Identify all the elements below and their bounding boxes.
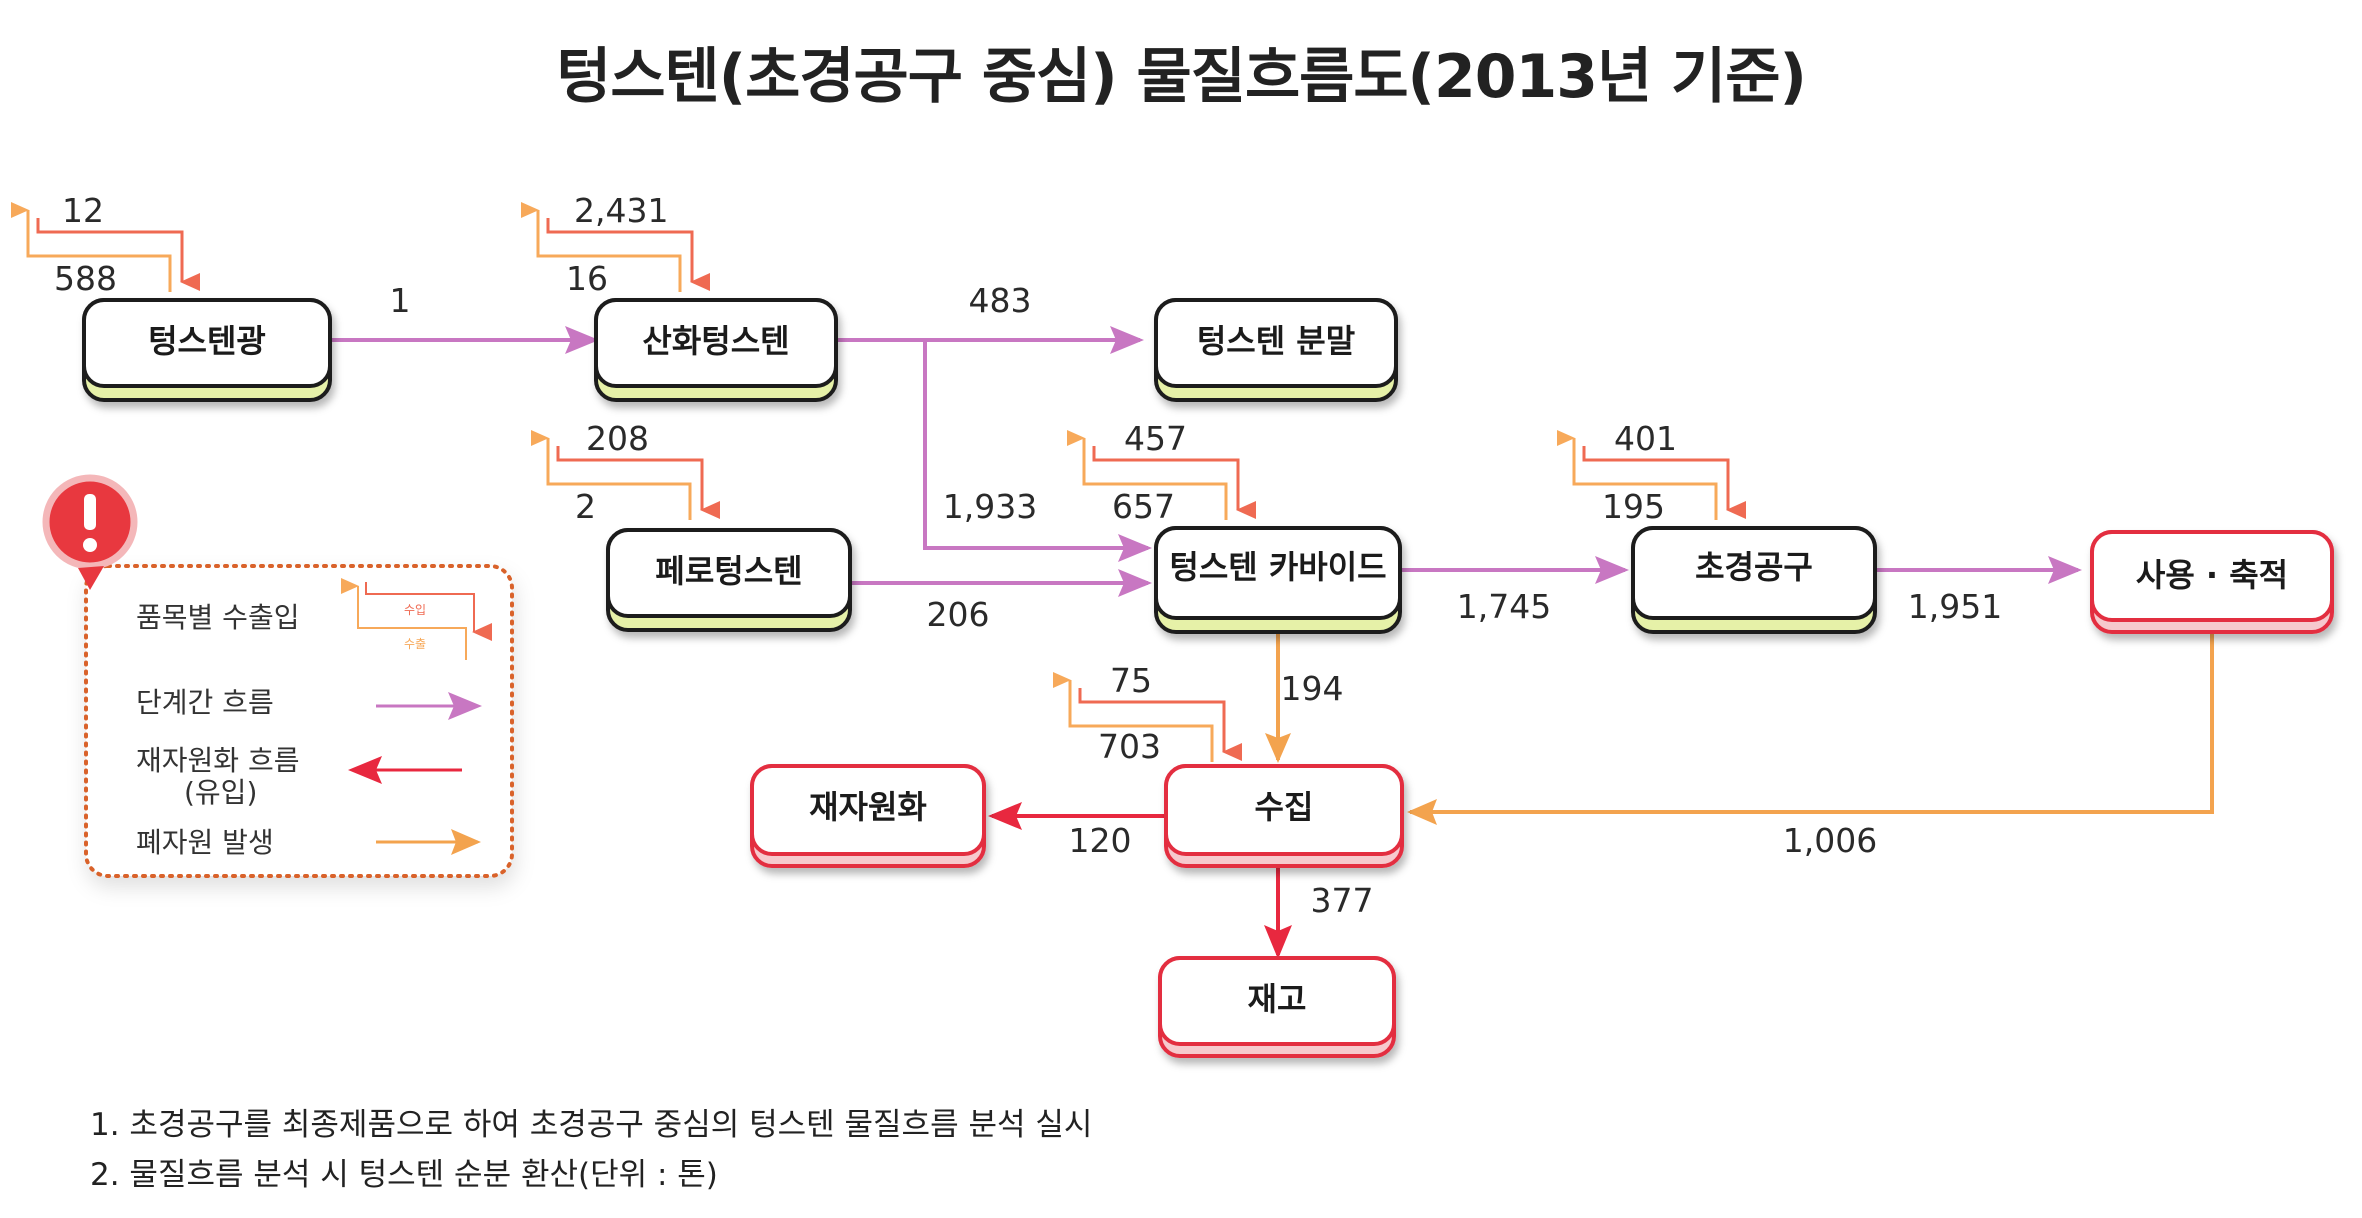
ore-import-value: 12 <box>62 191 104 230</box>
node-use <box>2090 530 2334 634</box>
node-oxide-label: 산화텅스텐 <box>642 322 789 360</box>
export-arrow <box>1557 430 1718 520</box>
node-recycle-label: 재자원화 <box>809 788 927 826</box>
oxide-import-value: 2,431 <box>574 191 668 230</box>
waste-flow-arrows <box>1265 632 2214 825</box>
flow-use-collect-value: 1,006 <box>1783 821 1877 860</box>
node-powder-label: 텅스텐 분말 <box>1197 322 1355 360</box>
collect-export-value: 703 <box>1098 727 1161 766</box>
node-stock <box>1158 956 1396 1058</box>
node-ore-label: 텅스텐광 <box>148 322 266 360</box>
carbide-import-value: 457 <box>1124 419 1187 458</box>
import-arrow <box>36 218 200 291</box>
legend-recycle-flow-label: 재자원화 흐름 <box>136 744 299 777</box>
trade-arrows-ore <box>11 202 200 292</box>
legend-import-label: 수입 <box>404 603 426 617</box>
ore-export-value: 588 <box>54 259 117 298</box>
node-tool <box>1631 526 1877 634</box>
export-arrow <box>521 202 682 292</box>
alert-icon <box>42 474 138 590</box>
carbide-export-value: 657 <box>1112 487 1175 526</box>
node-collect <box>1164 764 1404 868</box>
trade-arrows-oxide <box>521 202 710 292</box>
stage-flow-arrows <box>330 326 2082 597</box>
import-arrow <box>1092 446 1256 519</box>
import-arrow <box>1582 446 1746 519</box>
flow-collect-stock-value: 377 <box>1311 881 1374 920</box>
flow-use-collect-arrow <box>1407 632 2214 825</box>
legend-stage-flow-label: 단계간 흐름 <box>136 686 274 719</box>
legend-box <box>84 564 514 878</box>
recycle-flow-arrows <box>988 802 1292 959</box>
node-ore <box>82 298 332 402</box>
export-arrow <box>531 430 692 520</box>
export-arrow <box>1067 430 1228 520</box>
legend-recycle-flow-sub: (유입) <box>184 776 257 809</box>
node-ferro-label: 페로텅스텐 <box>655 552 802 590</box>
flow-oxide-powder-value: 483 <box>969 281 1032 320</box>
oxide-export-value: 16 <box>566 259 608 298</box>
export-arrow <box>11 202 172 292</box>
ferro-export-value: 2 <box>575 487 596 526</box>
flow-carbide-tool-value: 1,745 <box>1457 587 1551 626</box>
trade-arrows-carbide <box>1067 430 1256 520</box>
trade-arrows-collect <box>1053 672 1242 762</box>
legend-trade-label: 품목별 수출입 <box>136 601 299 634</box>
legend-waste-label: 폐자원 발생 <box>136 826 274 859</box>
import-arrow <box>546 218 710 291</box>
node-carbide-label: 텅스텐 카바이드 <box>1169 548 1386 586</box>
flow-oxide-carbide-arrow <box>923 340 1152 562</box>
node-ferro <box>606 528 852 632</box>
export-arrow <box>1053 672 1214 762</box>
node-stock-label: 재고 <box>1248 980 1307 1018</box>
page-title: 텅스텐(초경공구 중심) 물질흐름도(2013년 기준) <box>556 42 1807 112</box>
trade-arrows-ferro <box>531 430 720 520</box>
tool-export-value: 195 <box>1602 487 1665 526</box>
flow-tool-use-value: 1,951 <box>1908 587 2002 626</box>
flow-ferro-carbide-value: 206 <box>927 595 990 634</box>
legend: 품목별 수출입 수입 수출 단계간 흐름 재자원화 흐름 (유입) 폐자원 발생 <box>42 474 514 878</box>
footnote-2: 2. 물질흐름 분석 시 텅스텐 순분 환산(단위 : 톤) <box>90 1157 718 1193</box>
ferro-import-value: 208 <box>586 419 649 458</box>
node-powder <box>1154 298 1398 402</box>
flow-ore-oxide-value: 1 <box>390 281 411 320</box>
flow-carbide-collect-value: 194 <box>1281 669 1344 708</box>
tool-import-value: 401 <box>1614 419 1677 458</box>
node-collect-label: 수집 <box>1255 788 1314 826</box>
node-recycle <box>750 764 986 868</box>
node-oxide <box>594 298 838 402</box>
node-carbide <box>1154 526 1402 634</box>
flow-oxide-carbide-value: 1,933 <box>943 487 1037 526</box>
legend-trade-symbol: 수입 수출 <box>341 578 492 660</box>
collect-import-value: 75 <box>1110 661 1152 700</box>
node-tool-label: 초경공구 <box>1695 548 1813 586</box>
footnotes: 1. 초경공구를 최종제품으로 하여 초경공구 중심의 텅스텐 물질흐름 분석 … <box>90 1100 1092 1200</box>
node-use-label: 사용 · 축적 <box>2136 556 2288 594</box>
footnote-1: 1. 초경공구를 최종제품으로 하여 초경공구 중심의 텅스텐 물질흐름 분석 … <box>90 1107 1093 1143</box>
flow-collect-recycle-value: 120 <box>1069 821 1132 860</box>
import-arrow <box>1078 688 1242 761</box>
legend-export-label: 수출 <box>404 637 426 651</box>
trade-arrows-tool <box>1557 430 1746 520</box>
import-arrow <box>556 446 720 519</box>
